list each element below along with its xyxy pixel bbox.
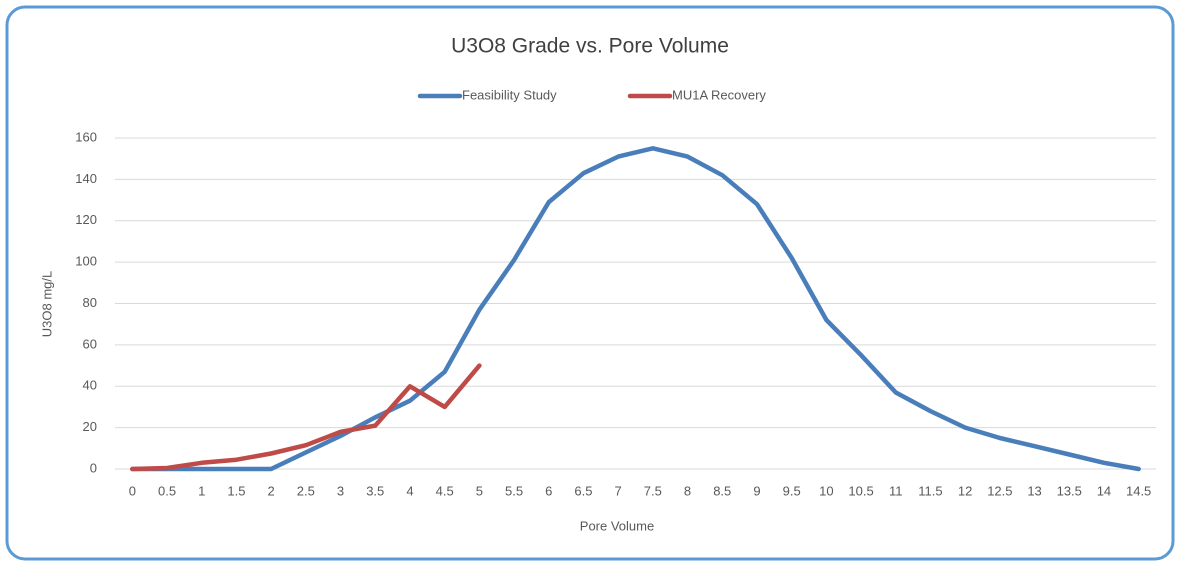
x-tick-label: 2.5 (297, 483, 315, 498)
x-tick-label: 4 (406, 483, 413, 498)
chart-border (5, 5, 1175, 561)
x-tick-label: 13 (1027, 483, 1041, 498)
chart-title: U3O8 Grade vs. Pore Volume (451, 35, 729, 58)
x-tick-label: 12.5 (987, 483, 1012, 498)
x-tick-label: 8.5 (713, 483, 731, 498)
x-tick-label: 1 (198, 483, 205, 498)
x-tick-label: 8 (684, 483, 691, 498)
x-tick-label: 9.5 (783, 483, 801, 498)
y-tick-label: 0 (90, 460, 97, 475)
legend-label: Feasibility Study (462, 87, 557, 102)
x-tick-label: 5 (476, 483, 483, 498)
x-tick-label: 6 (545, 483, 552, 498)
x-tick-label: 6.5 (574, 483, 592, 498)
x-tick-label: 7.5 (644, 483, 662, 498)
y-axis-label: U3O8 mg/L (39, 271, 54, 337)
y-tick-label: 20 (83, 419, 97, 434)
y-tick-label: 140 (75, 171, 97, 186)
x-tick-label: 2 (268, 483, 275, 498)
x-tick-label: 1.5 (227, 483, 245, 498)
y-tick-label: 80 (83, 295, 97, 310)
x-tick-label: 9 (753, 483, 760, 498)
x-tick-label: 3.5 (366, 483, 384, 498)
x-tick-label: 5.5 (505, 483, 523, 498)
x-tick-label: 3 (337, 483, 344, 498)
y-tick-label: 60 (83, 336, 97, 351)
series-line (130, 146, 1141, 472)
x-tick-label: 14 (1097, 483, 1111, 498)
y-tick-label: 100 (75, 254, 97, 269)
series-line (130, 363, 482, 472)
y-tick-label: 40 (83, 378, 97, 393)
x-tick-label: 0.5 (158, 483, 176, 498)
y-tick-label: 160 (75, 129, 97, 144)
x-tick-label: 12 (958, 483, 972, 498)
x-tick-label: 14.5 (1126, 483, 1151, 498)
x-tick-label: 11.5 (918, 483, 942, 498)
y-tick-label: 120 (75, 212, 97, 227)
x-tick-label: 10.5 (848, 483, 873, 498)
x-axis-label: Pore Volume (580, 518, 654, 533)
x-tick-label: 13.5 (1057, 483, 1082, 498)
x-tick-label: 11 (889, 483, 903, 498)
x-tick-label: 0 (129, 483, 136, 498)
x-tick-label: 7 (615, 483, 622, 498)
legend-label: MU1A Recovery (672, 87, 766, 102)
x-tick-label: 4.5 (436, 483, 454, 498)
x-tick-label: 10 (819, 483, 833, 498)
